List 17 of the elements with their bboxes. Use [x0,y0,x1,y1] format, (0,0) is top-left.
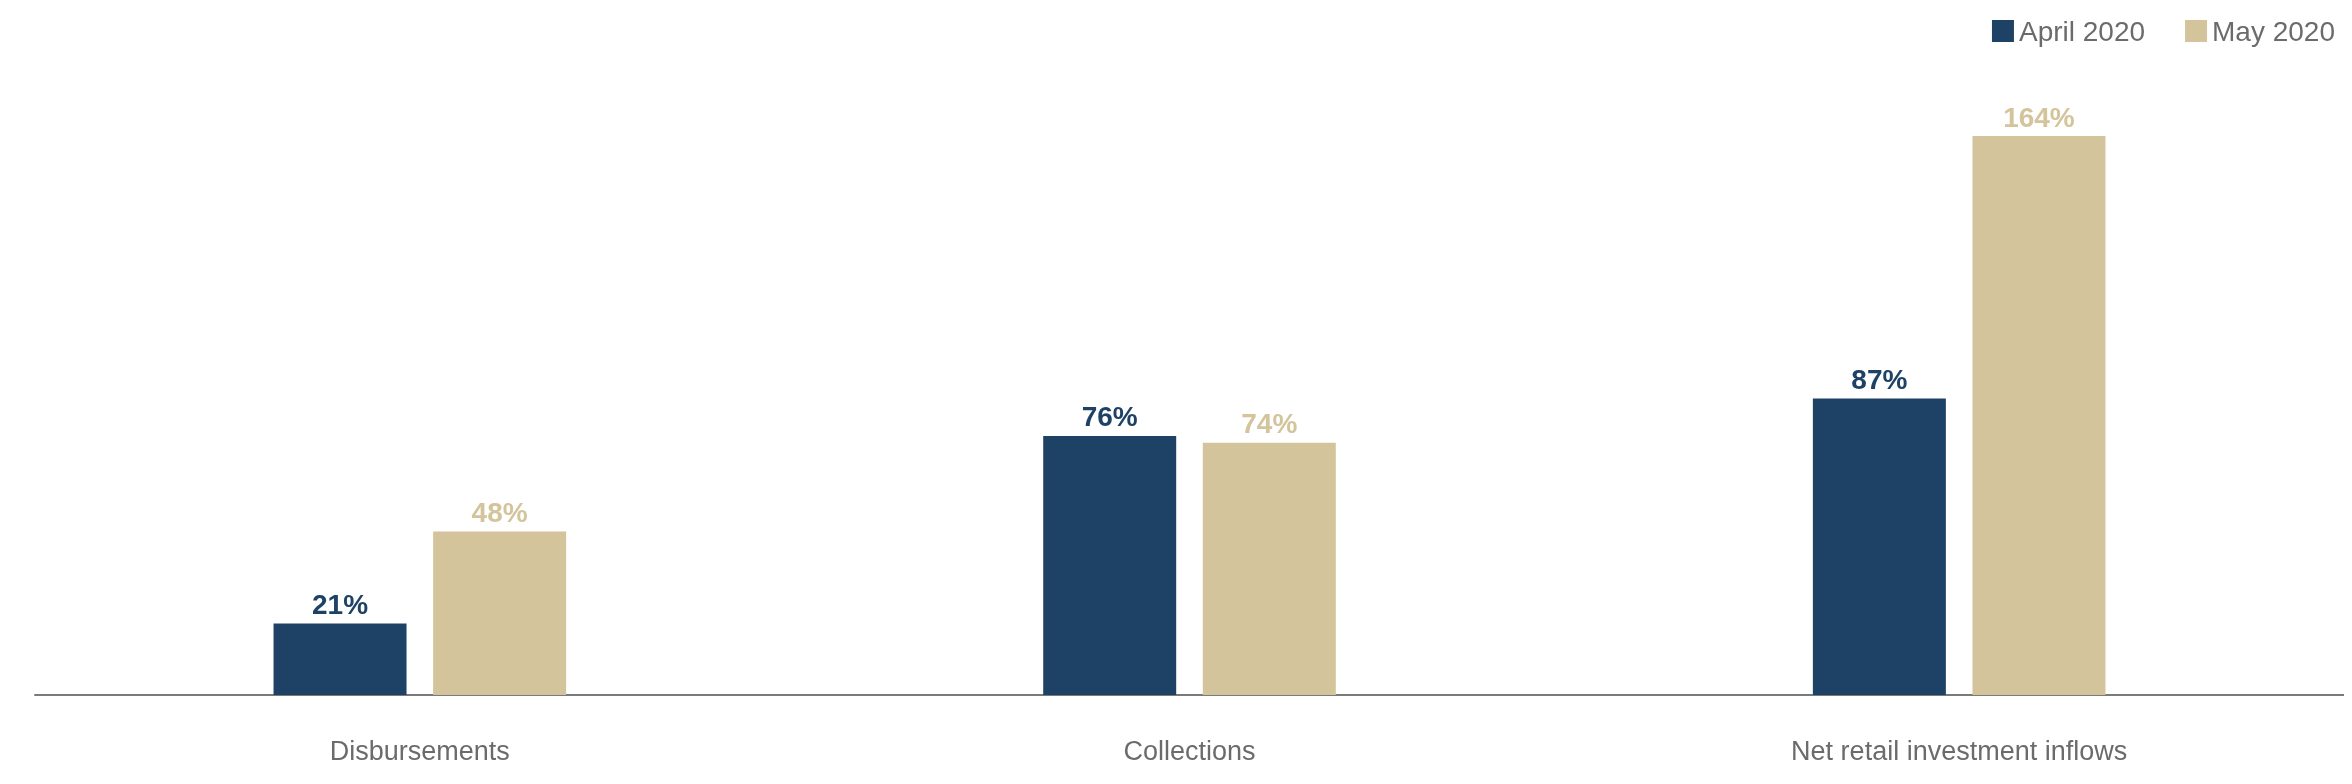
data-label: 164% [2003,101,2075,133]
data-label: 87% [1851,363,1908,395]
x-tick-label: Net retail investment inflows [1791,735,2128,766]
x-tick-label: Disbursements [329,735,510,766]
data-label: 76% [1081,401,1138,433]
data-label: 48% [471,496,528,528]
bar [1043,435,1177,695]
bar [1972,136,2106,695]
legend-label: April 2020 [2018,15,2146,47]
x-tick-label: Collections [1123,735,1256,766]
bar [433,531,567,695]
bar [273,623,407,695]
data-label: 74% [1241,408,1298,440]
legend-label: May 2020 [2212,15,2335,47]
data-label: 21% [312,588,369,620]
bar [1812,398,1946,695]
bar [1202,442,1336,695]
